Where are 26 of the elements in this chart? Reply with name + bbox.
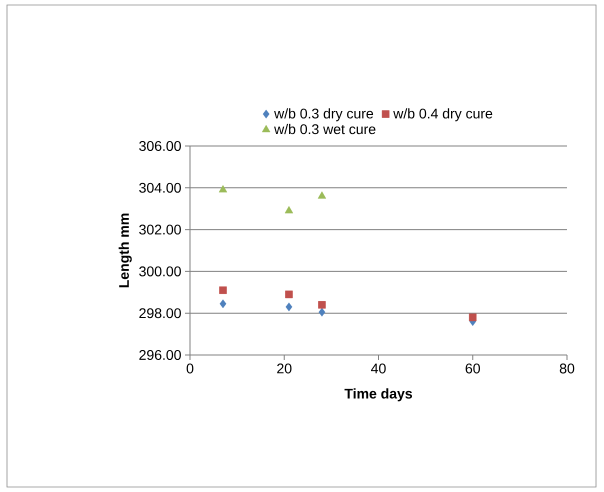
y-tick-label: 302.00	[139, 224, 181, 235]
point	[218, 185, 228, 192]
point	[318, 301, 326, 309]
x-tick-label: 60	[466, 364, 480, 374]
legend-label: w/b 0.3 wet cure	[274, 124, 376, 134]
y-tick-label: 304.00	[139, 182, 181, 193]
point	[286, 302, 292, 312]
y-tick-label: 296.00	[139, 350, 181, 360]
y-tick-label: 306.00	[139, 141, 181, 151]
point	[468, 314, 477, 322]
legend-label: w/b 0.3 dry cure	[274, 108, 374, 122]
point	[219, 286, 227, 294]
x-axis-title: Time days	[344, 388, 412, 402]
point	[318, 191, 326, 199]
x-tick-label: 20	[277, 364, 292, 374]
point	[285, 290, 293, 298]
x-tick-label: 80	[560, 364, 574, 374]
x-tick-label: 40	[371, 364, 386, 374]
legend-label: w/b 0.4 dry cure	[393, 108, 492, 122]
point	[318, 308, 326, 317]
point	[284, 206, 294, 214]
x-tick-label: 0	[186, 364, 194, 374]
y-axis-title: Length mm	[118, 214, 132, 288]
y-tick-label: 298.00	[139, 308, 181, 318]
point	[220, 299, 226, 308]
y-tick-label: 300.00	[139, 266, 181, 276]
